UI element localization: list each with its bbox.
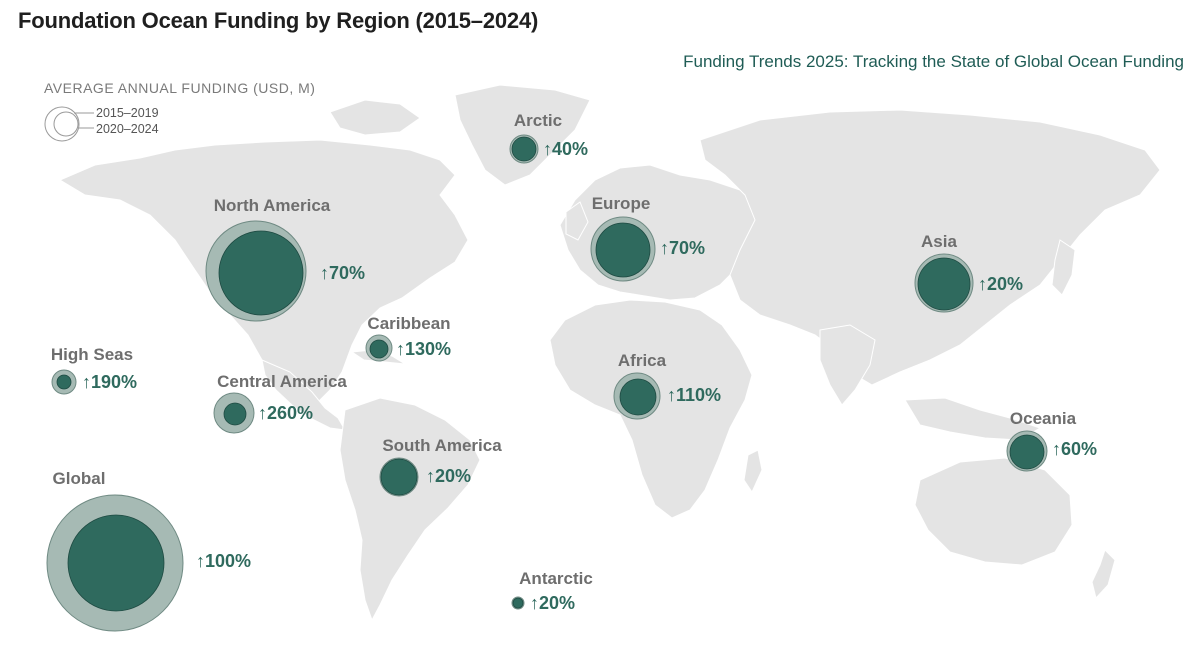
central-america-landmass [261, 359, 346, 431]
arctic-inner-circle [511, 136, 537, 162]
caribbean-change: ↑130% [396, 339, 451, 359]
antarctic-label: Antarctic [519, 569, 593, 588]
legend-outer-circle [44, 106, 80, 142]
antarctic-inner-circle [512, 597, 524, 609]
madagascar-landmass [743, 449, 763, 494]
south-america-change: ↑20% [426, 466, 471, 486]
north-america-change: ↑70% [320, 263, 365, 283]
europe-label: Europe [592, 194, 651, 213]
global-change: ↑100% [196, 551, 251, 571]
oceania-label: Oceania [1010, 409, 1077, 428]
page-subtitle: Funding Trends 2025: Tracking the State … [683, 52, 1184, 71]
high-seas-change: ↑190% [82, 372, 137, 392]
arctic-label: Arctic [514, 111, 562, 130]
north-america-label: North America [214, 196, 331, 215]
legend-label-new: 2020–2024 [96, 122, 159, 136]
oceania-inner-circle [1009, 434, 1045, 470]
british-isles-landmass [565, 201, 589, 241]
region-south-america: South America ↑20% [379, 436, 502, 497]
caribbean-label: Caribbean [367, 314, 450, 333]
central-america-label: Central America [217, 372, 347, 391]
africa-label: Africa [618, 351, 667, 370]
arctic-islands-landmass [329, 99, 421, 136]
high-seas-inner-circle [56, 374, 72, 390]
region-europe: Europe ↑70% [590, 194, 705, 282]
north-america-inner-circle [218, 230, 304, 316]
africa-change: ↑110% [667, 385, 721, 405]
japan-landmass [1051, 239, 1076, 296]
legend: AVERAGE ANNUAL FUNDING (USD, M) 2015–201… [44, 80, 315, 142]
high-seas-label: High Seas [51, 345, 133, 364]
global-inner-circle [67, 514, 165, 612]
region-antarctic: Antarctic ↑20% [511, 569, 593, 613]
asia-change: ↑20% [978, 274, 1023, 294]
land-masses [58, 84, 1161, 622]
europe-landmass [559, 164, 761, 301]
antarctic-change: ↑20% [530, 593, 575, 613]
region-north-america: North America ↑70% [205, 196, 365, 322]
legend-title: AVERAGE ANNUAL FUNDING (USD, M) [44, 80, 315, 96]
region-arctic: Arctic ↑40% [509, 111, 588, 164]
global-label: Global [53, 469, 106, 488]
region-oceania: Oceania ↑60% [1006, 409, 1097, 472]
new-zealand-landmass [1091, 549, 1116, 600]
australia-landmass [914, 457, 1073, 566]
region-caribbean: Caribbean ↑130% [365, 314, 451, 362]
africa-inner-circle [619, 378, 657, 416]
region-high-seas: High Seas ↑190% [51, 345, 137, 395]
south-america-label: South America [382, 436, 502, 455]
arctic-change: ↑40% [543, 139, 588, 159]
region-africa: Africa ↑110% [613, 351, 721, 420]
region-global: Global ↑100% [46, 469, 251, 632]
south-america-landmass [339, 397, 481, 622]
region-central-america: Central America ↑260% [213, 372, 347, 434]
legend-inner-circle [53, 111, 79, 137]
central-america-inner-circle [223, 402, 247, 426]
central-america-change: ↑260% [258, 403, 313, 423]
europe-change: ↑70% [660, 238, 705, 258]
oceania-change: ↑60% [1052, 439, 1097, 459]
region-asia: Asia ↑20% [914, 232, 1023, 313]
legend-label-old: 2015–2019 [96, 106, 159, 120]
asia-label: Asia [921, 232, 957, 251]
page-title: Foundation Ocean Funding by Region (2015… [18, 8, 539, 33]
asia-inner-circle [917, 257, 971, 311]
south-america-inner-circle [380, 458, 418, 496]
europe-inner-circle [595, 222, 651, 278]
india-landmass [819, 324, 876, 406]
asia-landmass [699, 109, 1161, 386]
caribbean-inner-circle [369, 339, 389, 359]
